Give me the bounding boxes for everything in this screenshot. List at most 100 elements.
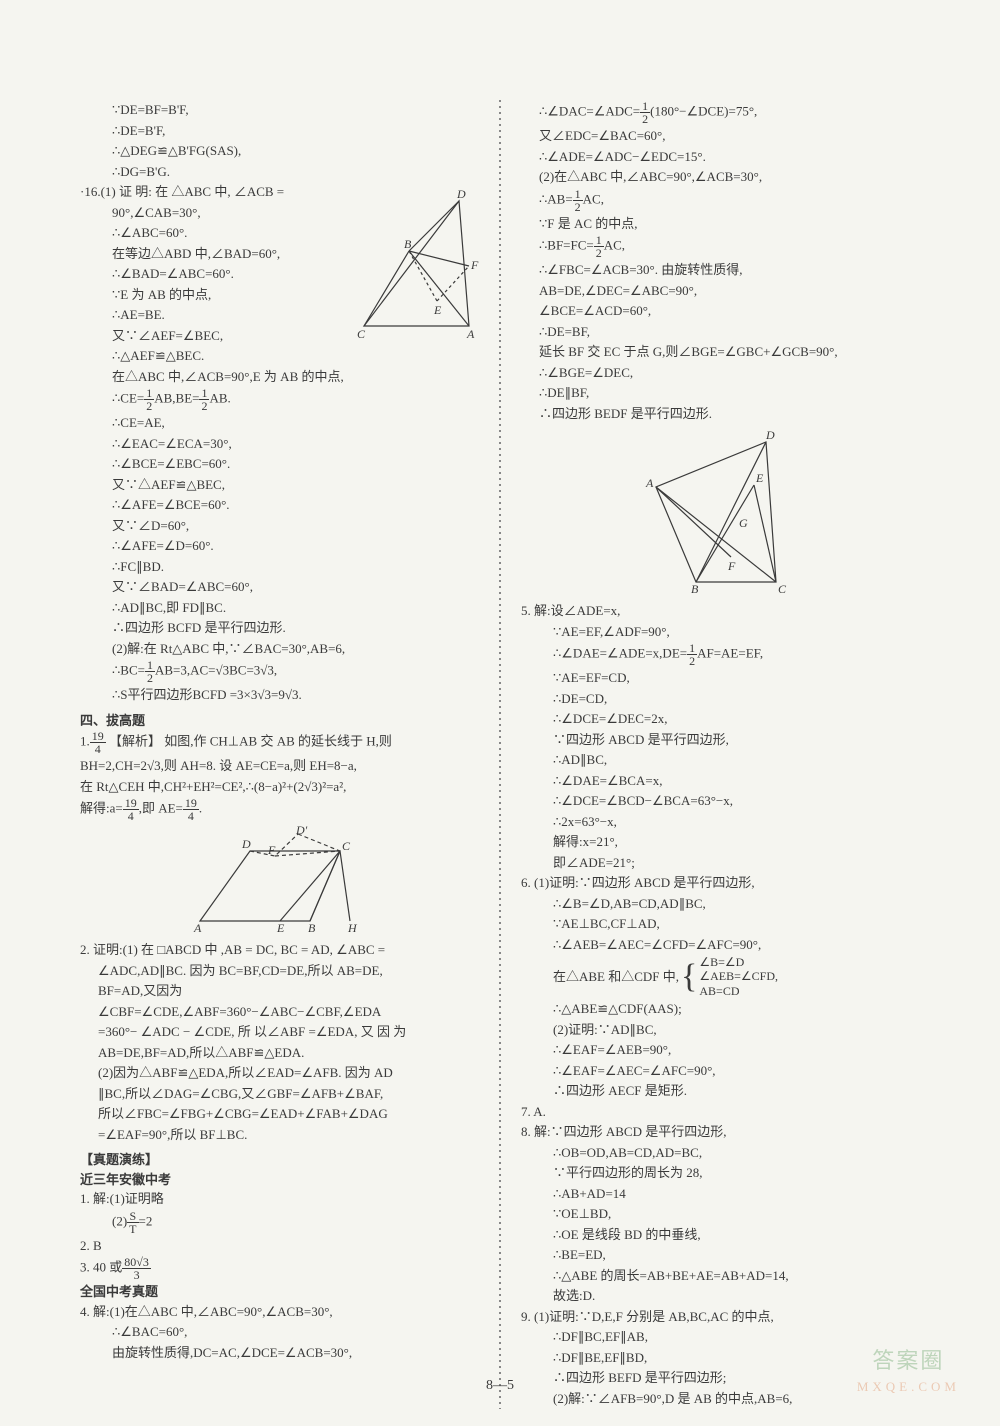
text-line: ∠BCE=∠ACD=60°, <box>521 301 920 321</box>
right-column: ∴∠DAC=∠ADC=12(180°−∠DCE)=75°, 又∠EDC=∠BAC… <box>521 100 920 1409</box>
geometry-figure-2: AB CD EF G <box>636 427 806 597</box>
text-line: ∴∠BCE=∠EBC=60°. <box>80 454 479 474</box>
text-line: ∴AD∥BC, <box>521 750 920 770</box>
text-line: ∴∠BAC=60°, <box>80 1322 479 1342</box>
text-line: ∴△ABE 的周长=AB+BE+AE=AB+AD=14, <box>521 1266 920 1286</box>
text-line: ∴CE=AE, <box>80 413 479 433</box>
svg-text:F: F <box>267 843 276 857</box>
page-number: 8—5 <box>486 1375 514 1396</box>
svg-text:E: E <box>433 303 442 317</box>
text-line: ∴△AEF≌△BEC. <box>80 346 479 366</box>
text-line: ∴S平行四边形BCFD =3×3√3=9√3. <box>80 685 479 705</box>
svg-text:D: D <box>241 837 251 851</box>
triangle-figure-1: AB CD EF <box>349 186 479 346</box>
brace-system: 在△ABE 和△CDF 中, { ∠B=∠D ∠AEB=∠CFD, AB=CD <box>521 955 920 998</box>
text-line: ∴∠B=∠D,AB=CD,AD∥BC, <box>521 894 920 914</box>
text-line: ∠CBF=∠CDE,∠ABF=360°−∠ABC−∠CBF,∠EDA <box>80 1002 479 1022</box>
text-line: ∴∠AEB=∠AEC=∠CFD=∠AFC=90°, <box>521 935 920 955</box>
column-divider <box>499 100 501 1409</box>
text-line: 解得:a=194,即 AE=194. <box>80 797 479 822</box>
text-line: ∴∠FBC=∠ACB=30°. 由旋转性质得, <box>521 260 920 280</box>
text-line: ∴∠BGE=∠DEC, <box>521 363 920 383</box>
text-line: ∴AB=12AC, <box>521 188 920 213</box>
svg-text:D': D' <box>295 826 308 837</box>
text-line: BF=AD,又因为 <box>80 981 479 1001</box>
text-line: 又∵∠BAD=∠ABC=60°, <box>80 577 479 597</box>
watermark-top: 答案圈 <box>857 1344 960 1377</box>
text-line: ∴△ABE≌△CDF(AAS); <box>521 999 920 1019</box>
text-line: ∴∠AFE=∠BCE=60°. <box>80 495 479 515</box>
parallelogram-figure: A B C D D' E F H <box>180 826 380 936</box>
text-line: ∴∠EAF=∠AEB=90°, <box>521 1040 920 1060</box>
text-line: 2. B <box>80 1236 479 1256</box>
text-line: 解得:x=21°, <box>521 832 920 852</box>
text-line: ∵AE=EF=CD, <box>521 668 920 688</box>
left-column: ∵DE=BF=B'F, ∴DE=B'F, ∴△DEG≌△B'FG(SAS), ∴… <box>80 100 479 1409</box>
text-line: ∴∠DAE=∠ADE=x,DE=12AF=AE=EF, <box>521 642 920 667</box>
text-line: ∴2x=63°−x, <box>521 812 920 832</box>
text-line: 故选:D. <box>521 1286 920 1306</box>
svg-text:C: C <box>342 839 351 853</box>
svg-text:D: D <box>456 187 466 201</box>
text-line: (2)证明:∵AD∥BC, <box>521 1020 920 1040</box>
text-line: ∴OB=OD,AB=CD,AD=BC, <box>521 1143 920 1163</box>
svg-text:B: B <box>691 582 699 596</box>
text-line: ∴∠ADE=∠ADC−∠EDC=15°. <box>521 147 920 167</box>
svg-text:H: H <box>347 921 358 935</box>
text-line: (2)ST=2 <box>80 1210 479 1235</box>
text-line: 在 Rt△CEH 中,CH²+EH²=CE²,∴(8−a)²+(2√3)²=a²… <box>80 777 479 797</box>
text-line: ∵AE=EF,∠ADF=90°, <box>521 622 920 642</box>
question-1: 1.194 【解析】 如图,作 CH⊥AB 交 AB 的延长线于 H,则 <box>80 730 479 755</box>
text-line: ∴BE=ED, <box>521 1245 920 1265</box>
text-line: 7. A. <box>521 1102 920 1122</box>
text-line: ∵F 是 AC 的中点, <box>521 214 920 234</box>
text-line: 又∠EDC=∠BAC=60°, <box>521 126 920 146</box>
text-line: 4. 解:(1)在△ABC 中,∠ABC=90°,∠ACB=30°, <box>80 1302 479 1322</box>
text-line: ∴OE 是线段 BD 的中垂线, <box>521 1225 920 1245</box>
section-heading: 四、拔高题 <box>80 711 479 731</box>
text-line: ∴∠DCE=∠BCD−∠BCA=63°−x, <box>521 791 920 811</box>
text-line: ∴DE=B'F, <box>80 121 479 141</box>
text-line: 2. 证明:(1) 在 □ABCD 中 ,AB = DC, BC = AD, ∠… <box>80 940 479 960</box>
svg-text:C: C <box>778 582 787 596</box>
text-line: ∵OE⊥BD, <box>521 1204 920 1224</box>
svg-text:G: G <box>739 516 748 530</box>
text-line: ∴四边形 BEDF 是平行四边形. <box>521 404 920 424</box>
watermark: 答案圈 MXQE.COM <box>857 1344 960 1397</box>
watermark-bottom: MXQE.COM <box>857 1377 960 1397</box>
text-line: ∴∠AFE=∠D=60°. <box>80 536 479 556</box>
svg-text:F: F <box>727 559 736 573</box>
text-line: ∴∠DAC=∠ADC=12(180°−∠DCE)=75°, <box>521 100 920 125</box>
text-line: (2)因为△ABF≌△EDA,所以∠EAD=∠AFB. 因为 AD <box>80 1063 479 1083</box>
text-line: 即∠ADE=21°; <box>521 853 920 873</box>
text-line: AB=DE,∠DEC=∠ABC=90°, <box>521 281 920 301</box>
svg-text:E: E <box>276 921 285 935</box>
text-line: ∴∠EAF=∠AEC=∠AFC=90°, <box>521 1061 920 1081</box>
svg-text:A: A <box>645 476 654 490</box>
svg-text:A: A <box>466 327 475 341</box>
text-line: ∠ADC,AD∥BC. 因为 BC=BF,CD=DE,所以 AB=DE, <box>80 961 479 981</box>
svg-text:B: B <box>404 237 412 251</box>
text-line: 3. 40 或80√33 <box>80 1256 479 1281</box>
svg-text:A: A <box>193 921 202 935</box>
text-line: ∴CE=12AB,BE=12AB. <box>80 387 479 412</box>
text-line: ∴四边形 BCFD 是平行四边形. <box>80 618 479 638</box>
text-line: ∴∠DAE=∠BCA=x, <box>521 771 920 791</box>
sub-heading: 近三年安徽中考 <box>80 1170 479 1190</box>
sub-heading: 全国中考真题 <box>80 1282 479 1302</box>
svg-text:E: E <box>755 471 764 485</box>
text-line: ∴AB+AD=14 <box>521 1184 920 1204</box>
page-columns: ∵DE=BF=B'F, ∴DE=B'F, ∴△DEG≌△B'FG(SAS), ∴… <box>80 100 920 1409</box>
text-line: ∴DG=B'G. <box>80 162 479 182</box>
text-line: 又∵∠D=60°, <box>80 516 479 536</box>
text-line: 所以∠FBC=∠FBG+∠CBG=∠EAD+∠FAB+∠DAG <box>80 1104 479 1124</box>
svg-text:B: B <box>308 921 316 935</box>
text-line: =∠EAF=90°,所以 BF⊥BC. <box>80 1125 479 1145</box>
text-line: 9. (1)证明:∵D,E,F 分别是 AB,BC,AC 的中点, <box>521 1307 920 1327</box>
svg-text:F: F <box>470 258 479 272</box>
text-line: ∴DE∥BF, <box>521 383 920 403</box>
text-line: 1. 解:(1)证明略 <box>80 1189 479 1209</box>
text-line: BH=2,CH=2√3,则 AH=8. 设 AE=CE=a,则 EH=8−a, <box>80 756 479 776</box>
text-line: (2)解:在 Rt△ABC 中,∵∠BAC=30°,AB=6, <box>80 639 479 659</box>
text-line: 6. (1)证明:∵四边形 ABCD 是平行四边形, <box>521 873 920 893</box>
